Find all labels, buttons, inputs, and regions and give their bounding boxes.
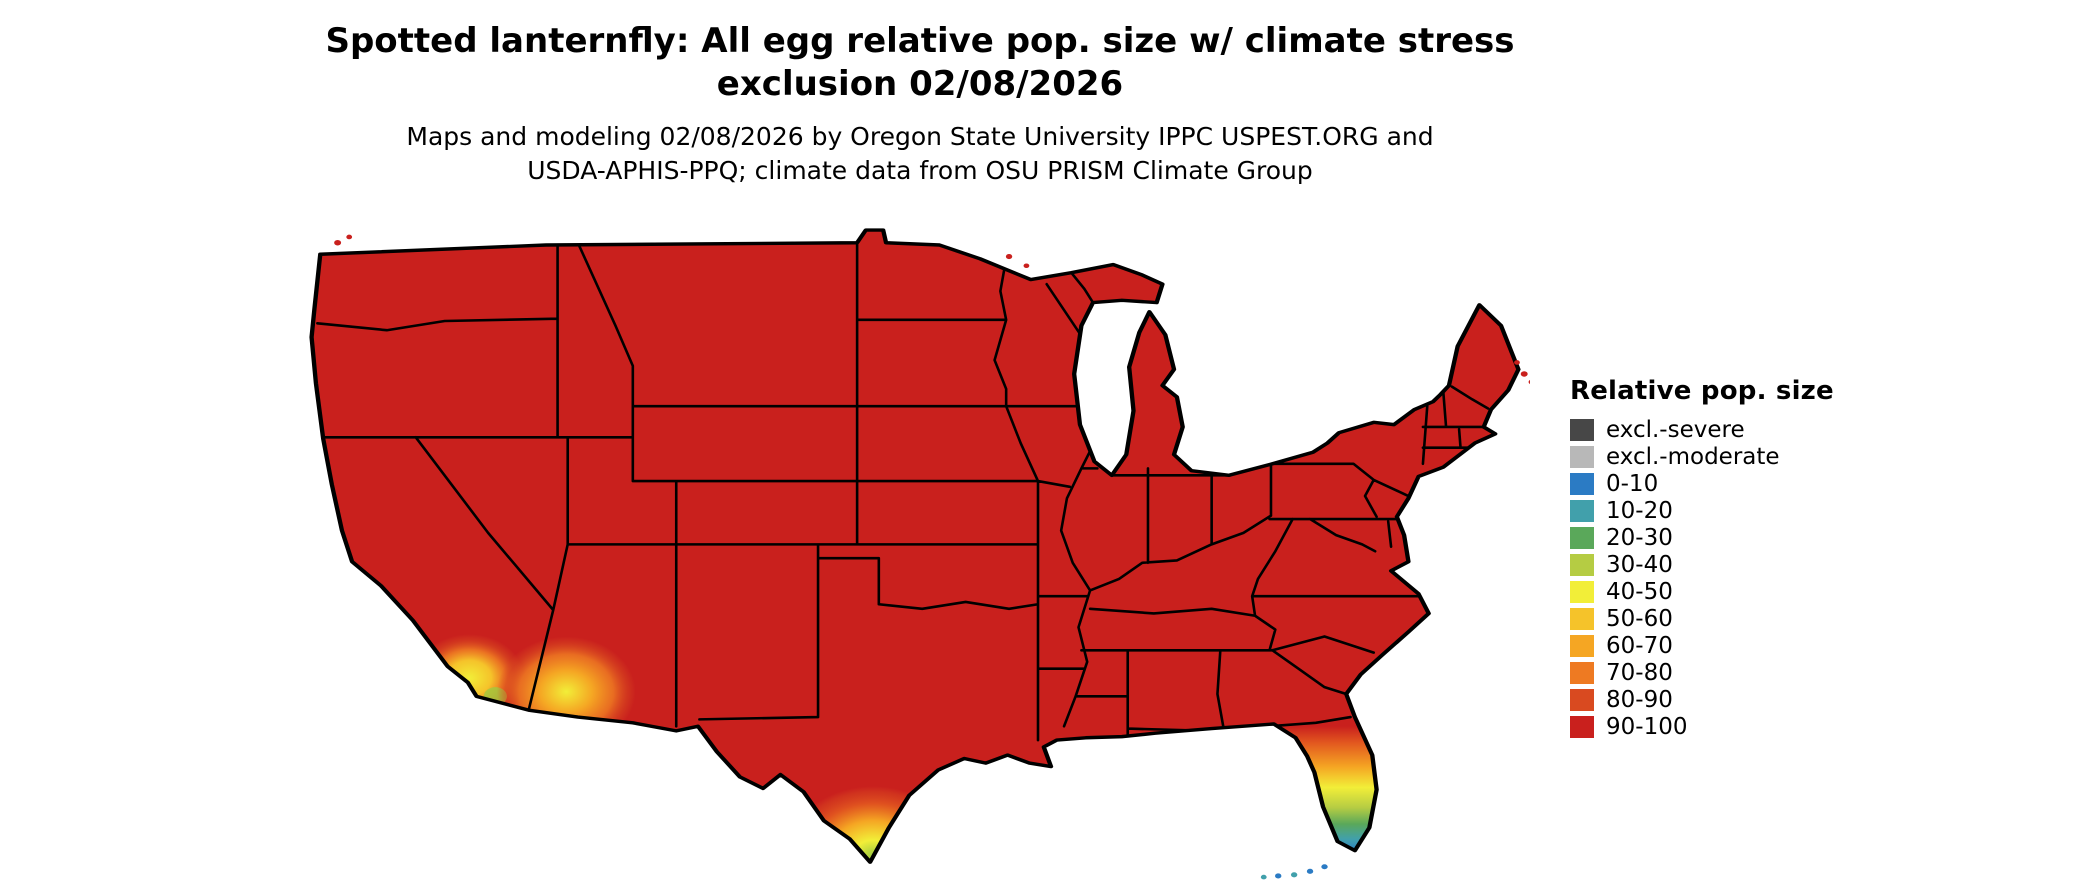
legend-swatch: [1570, 473, 1594, 495]
legend-item: excl.-severe: [1570, 418, 1834, 442]
legend-item: 80-90: [1570, 688, 1834, 712]
legend-label: 40-50: [1606, 580, 1673, 604]
legend-swatch: [1570, 527, 1594, 549]
legend-swatch: [1570, 446, 1594, 468]
legend-item: 70-80: [1570, 661, 1834, 685]
figure-subtitle: Maps and modeling 02/08/2026 by Oregon S…: [20, 120, 1820, 188]
legend-swatch: [1570, 500, 1594, 522]
figure-title-line1: Spotted lanternfly: All egg relative pop…: [20, 20, 1820, 63]
legend-item: 30-40: [1570, 553, 1834, 577]
legend-label: 20-30: [1606, 526, 1673, 550]
legend-title: Relative pop. size: [1570, 376, 1834, 406]
legend-label: 90-100: [1606, 715, 1687, 739]
figure-titles: Spotted lanternfly: All egg relative pop…: [20, 20, 1820, 188]
legend-label: 80-90: [1606, 688, 1673, 712]
legend-swatch: [1570, 716, 1594, 738]
figure-subtitle-line1: Maps and modeling 02/08/2026 by Oregon S…: [20, 120, 1820, 154]
legend-item: 60-70: [1570, 634, 1834, 658]
legend-item: 0-10: [1570, 472, 1834, 496]
legend-swatch: [1570, 635, 1594, 657]
legend-label: 0-10: [1606, 472, 1658, 496]
figure-title-line2: exclusion 02/08/2026: [20, 63, 1820, 106]
legend-swatch: [1570, 608, 1594, 630]
legend-item: 50-60: [1570, 607, 1834, 631]
us-map: [300, 222, 1530, 884]
figure-subtitle-line2: USDA-APHIS-PPQ; climate data from OSU PR…: [20, 154, 1820, 188]
legend-swatch: [1570, 689, 1594, 711]
legend-label: 30-40: [1606, 553, 1673, 577]
us-map-svg: [300, 222, 1530, 884]
legend-label: 50-60: [1606, 607, 1673, 631]
legend-swatch: [1570, 419, 1594, 441]
figure: Spotted lanternfly: All egg relative pop…: [0, 0, 2100, 892]
legend: Relative pop. size excl.-severe excl.-mod…: [1570, 376, 1834, 742]
legend-label: 10-20: [1606, 499, 1673, 523]
legend-label: excl.-severe: [1606, 418, 1745, 442]
legend-swatch: [1570, 662, 1594, 684]
legend-swatch: [1570, 554, 1594, 576]
legend-label: excl.-moderate: [1606, 445, 1780, 469]
legend-items: excl.-severe excl.-moderate 0-10 10-20 20-30…: [1570, 418, 1834, 739]
legend-item: 10-20: [1570, 499, 1834, 523]
legend-label: 60-70: [1606, 634, 1673, 658]
legend-item: 40-50: [1570, 580, 1834, 604]
legend-item: excl.-moderate: [1570, 445, 1834, 469]
legend-label: 70-80: [1606, 661, 1673, 685]
legend-item: 90-100: [1570, 715, 1834, 739]
legend-swatch: [1570, 581, 1594, 603]
legend-item: 20-30: [1570, 526, 1834, 550]
